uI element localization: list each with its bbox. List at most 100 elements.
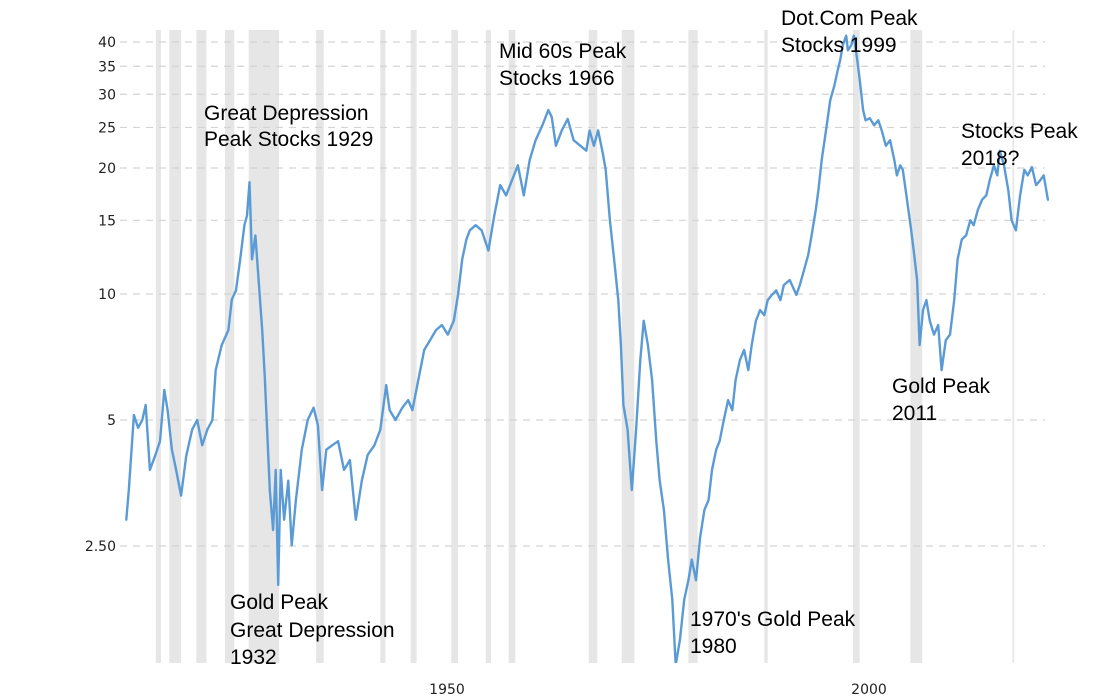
data-point bbox=[231, 298, 233, 300]
y-tick-label: 20 bbox=[98, 161, 116, 177]
data-point bbox=[783, 284, 785, 286]
data-point bbox=[128, 489, 130, 491]
data-point bbox=[810, 234, 812, 236]
data-point bbox=[180, 494, 182, 496]
data-point bbox=[734, 379, 736, 381]
recession-band bbox=[380, 30, 386, 663]
data-point bbox=[566, 118, 568, 120]
data-point bbox=[388, 409, 390, 411]
data-point bbox=[435, 329, 437, 331]
recession-bands bbox=[155, 30, 1015, 663]
data-point bbox=[913, 249, 915, 251]
annotation-gold-peak-1932: Gold Peak Great Depression 1932 bbox=[230, 591, 395, 669]
data-point bbox=[877, 119, 879, 121]
data-point bbox=[859, 79, 861, 81]
data-point bbox=[272, 529, 274, 531]
data-point bbox=[916, 279, 918, 281]
data-point bbox=[837, 69, 839, 71]
data-point bbox=[839, 58, 841, 60]
recession-band bbox=[688, 30, 698, 663]
data-point bbox=[191, 429, 193, 431]
data-point bbox=[385, 384, 387, 386]
annotation-line: 2011 bbox=[892, 402, 937, 425]
data-point bbox=[337, 440, 339, 442]
data-point bbox=[873, 124, 875, 126]
data-point bbox=[833, 84, 835, 86]
data-point bbox=[287, 480, 289, 482]
annotation-line: 1980 bbox=[690, 635, 737, 658]
data-point bbox=[206, 429, 208, 431]
data-point bbox=[361, 480, 363, 482]
data-point bbox=[981, 198, 983, 200]
data-point bbox=[731, 409, 733, 411]
data-point bbox=[910, 229, 912, 231]
data-point bbox=[1019, 194, 1021, 196]
recession-band bbox=[852, 30, 860, 663]
data-point bbox=[933, 333, 935, 335]
annotation-line: Mid 60s Peak bbox=[499, 40, 627, 63]
recession-band bbox=[410, 30, 417, 663]
data-point bbox=[469, 229, 471, 231]
data-point bbox=[743, 349, 745, 351]
data-point bbox=[159, 440, 161, 442]
data-point bbox=[394, 419, 396, 421]
data-point bbox=[171, 448, 173, 450]
data-point bbox=[579, 145, 581, 147]
data-point bbox=[755, 320, 757, 322]
recession-band bbox=[169, 30, 182, 663]
data-point bbox=[175, 469, 177, 471]
data-point bbox=[1007, 189, 1009, 191]
data-point bbox=[588, 129, 590, 131]
data-point bbox=[1035, 184, 1037, 186]
data-point bbox=[972, 224, 974, 226]
data-point bbox=[373, 444, 375, 446]
recession-band bbox=[764, 30, 768, 663]
recession-band bbox=[196, 30, 207, 663]
data-point bbox=[263, 374, 265, 376]
data-point bbox=[937, 324, 939, 326]
data-point bbox=[902, 169, 904, 171]
y-tick-label: 35 bbox=[98, 59, 116, 75]
data-point bbox=[227, 329, 229, 331]
annotation-mid-60s-peak: Mid 60s Peak Stocks 1966 bbox=[499, 40, 627, 90]
data-point bbox=[896, 174, 898, 176]
data-point bbox=[647, 344, 649, 346]
data-point bbox=[355, 518, 357, 520]
data-point bbox=[1023, 169, 1025, 171]
recession-band bbox=[621, 30, 635, 663]
data-point bbox=[727, 399, 729, 401]
data-point bbox=[880, 129, 882, 131]
data-point bbox=[137, 427, 139, 429]
data-point bbox=[795, 294, 797, 296]
data-point bbox=[401, 407, 403, 409]
annotation-line: Gold Peak bbox=[892, 375, 991, 398]
data-point bbox=[379, 429, 381, 431]
data-point bbox=[321, 489, 323, 491]
data-point bbox=[750, 344, 752, 346]
gridlines bbox=[120, 41, 1045, 547]
data-point bbox=[699, 536, 701, 538]
data-point bbox=[480, 229, 482, 231]
annotation-line: Peak Stocks 1929 bbox=[204, 128, 373, 151]
data-point bbox=[465, 238, 467, 240]
data-point bbox=[985, 194, 987, 196]
recession-band bbox=[588, 30, 598, 663]
data-point bbox=[996, 174, 998, 176]
data-point bbox=[529, 159, 531, 161]
data-point bbox=[639, 359, 641, 361]
data-point bbox=[864, 119, 866, 121]
data-point bbox=[683, 599, 685, 601]
data-point bbox=[585, 149, 587, 151]
data-point bbox=[622, 404, 624, 406]
data-point bbox=[453, 320, 455, 322]
data-point bbox=[493, 214, 495, 216]
data-point bbox=[561, 129, 563, 131]
data-point bbox=[196, 419, 198, 421]
data-point bbox=[856, 58, 858, 60]
data-point bbox=[301, 448, 303, 450]
data-point bbox=[555, 145, 557, 147]
recession-band bbox=[225, 30, 235, 663]
data-point bbox=[929, 320, 931, 322]
data-point bbox=[215, 369, 217, 371]
data-point bbox=[631, 489, 633, 491]
